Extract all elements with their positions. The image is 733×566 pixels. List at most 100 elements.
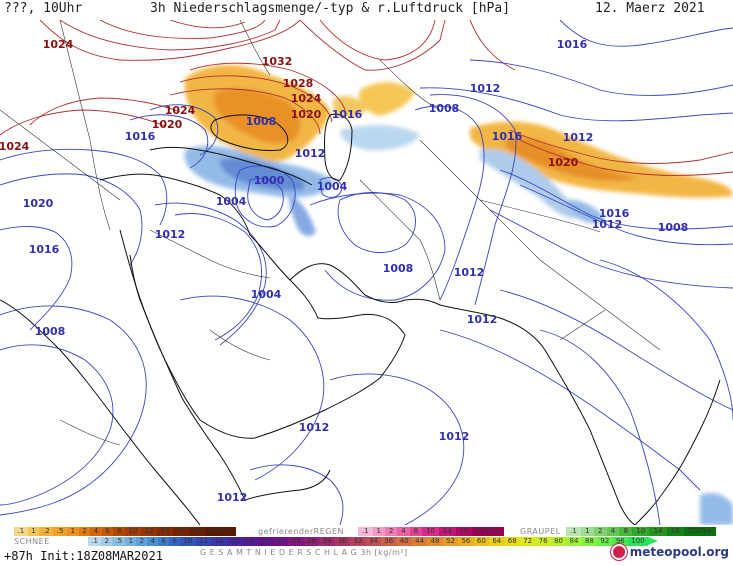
legend-swatch: 18: [242, 537, 258, 546]
isobar-label: 1012: [592, 218, 623, 231]
isobar-labels: 1024103210281024102410201020102410161008…: [0, 38, 688, 504]
isobar-label: 1024: [0, 140, 30, 153]
rain-area-mediterranean-core: [219, 157, 305, 191]
legend-swatch: 28: [319, 537, 335, 546]
isobars: [0, 20, 733, 525]
legend-swatch: 1: [581, 527, 594, 536]
legend-swatch: 18: [189, 527, 206, 536]
legend-swatch: 1: [67, 527, 79, 536]
legend-swatch: 12: [141, 527, 158, 536]
legend-swatch: 2: [101, 537, 113, 546]
legend-swatch: 16: [455, 527, 473, 536]
legend-swatch: 2: [593, 527, 607, 536]
isobar-label: 1020: [23, 197, 54, 210]
legend-swatch: 14: [649, 527, 667, 536]
isobar-label: 1012: [563, 131, 594, 144]
legend-swatch: 26: [303, 537, 320, 546]
location-time: ???, 10Uhr: [4, 1, 83, 16]
legend-swatch: 24: [288, 537, 304, 546]
snow-area-north: [358, 81, 415, 116]
legend-swatch: 56: [458, 537, 474, 546]
legend-swatch: 36: [381, 537, 397, 546]
isobar-label: 1028: [283, 77, 314, 90]
isobar-label: 1016: [332, 108, 363, 121]
legend-swatch: 2: [78, 527, 91, 536]
isobar-label: 1012: [470, 82, 501, 95]
isobar-label: 1016: [557, 38, 588, 51]
isobar-label: 1004: [317, 180, 348, 193]
map-title: 3h Niederschlagsmenge/-typ & r.Luftdruck…: [150, 1, 511, 16]
legend-swatch: 14: [211, 537, 227, 546]
isobar-label: 1020: [548, 156, 579, 169]
total-precipitation-scale-bar: .1 2.5 1 2 4 6 8 10 12 14 16 18 20 22 24 26 28 30 32 34 36 40…: [88, 537, 648, 546]
legend-swatch: 44: [411, 537, 428, 546]
isobar-label: 1008: [429, 102, 460, 115]
legend-swatch: 60: [473, 537, 490, 546]
legend-swatch: 8: [619, 527, 633, 536]
isobar-label: 1020: [152, 118, 183, 131]
legend-swatch: .1: [358, 527, 373, 536]
precipitation-legend: .1 1.2.5 1 2 4 6 8 10 12 14 16 18 2025+ SCHNEE gefri…: [0, 525, 733, 566]
legend-swatch: .1: [88, 537, 102, 546]
isobar-label: 1008: [383, 262, 414, 275]
legend-swatch: 1: [125, 537, 137, 546]
isobar-label: 1020: [291, 108, 322, 121]
isobar-label: 1012: [217, 491, 248, 504]
isobar-label: 1012: [467, 313, 498, 326]
legend-swatch: 84: [566, 537, 582, 546]
legend-swatch: 92: [597, 537, 613, 546]
freezing-rain-scale-bar: .1 1 2 4 8 10 14 16 2025+: [358, 527, 505, 536]
isobar-label: 1012: [155, 228, 186, 241]
forecast-init-info: +87h Init:18Z08MAR2021: [4, 549, 163, 563]
legend-swatch: 10: [632, 527, 650, 536]
rain-area-caspian-south: [340, 125, 420, 151]
scale-arrow-icon: [648, 537, 658, 545]
isobar-label: 1004: [216, 195, 247, 208]
legend-swatch: 68: [504, 537, 520, 546]
legend-swatch: 8: [113, 527, 125, 536]
isobar-label: 1008: [35, 325, 66, 338]
legend-swatch: .2: [39, 527, 54, 536]
isobar-label: 1008: [658, 221, 689, 234]
isobar-label: 1016: [29, 243, 60, 256]
legend-swatch: 6: [158, 537, 170, 546]
legend-swatch: 48: [427, 537, 443, 546]
isobar-label: 1012: [439, 430, 470, 443]
legend-swatch: 30: [334, 537, 351, 546]
isobar-label: 1000: [254, 174, 285, 187]
legend-swatch: 14: [157, 527, 174, 536]
isobar-label: 1016: [599, 207, 630, 220]
legend-swatch: 40: [396, 537, 412, 546]
logo-text: meteopool.org: [629, 545, 729, 559]
legend-swatch: 14: [438, 527, 456, 536]
legend-swatch: 64: [489, 537, 505, 546]
legend-swatch: 22: [272, 537, 289, 546]
graupel-legend-label: GRAUPEL: [520, 527, 561, 536]
legend-swatch: 4: [606, 527, 620, 536]
legend-swatch: 8: [169, 537, 181, 546]
legend-swatch: 10: [125, 527, 142, 536]
legend-swatch: 34: [365, 537, 381, 546]
meteopool-ball-icon: [610, 544, 627, 560]
meteopool-logo: meteopool.org: [610, 544, 729, 560]
legend-swatch: .1: [14, 527, 28, 536]
map-header: ???, 10Uhr 3h Niederschlagsmenge/-typ & …: [0, 0, 733, 20]
legend-swatch: 8: [409, 527, 423, 536]
legend-swatch: 88: [581, 537, 598, 546]
legend-swatch: 4: [397, 527, 410, 536]
precipitation-areas: [184, 64, 733, 525]
legend-swatch: 16: [666, 527, 684, 536]
legend-swatch: 10: [180, 537, 196, 546]
isobar-label: 1024: [43, 38, 74, 51]
legend-swatch: 6: [101, 527, 114, 536]
isobar-label: 1012: [454, 266, 485, 279]
legend-swatch: 1: [27, 527, 40, 536]
legend-swatch: .5: [112, 537, 126, 546]
legend-swatch: 32: [350, 537, 366, 546]
isobar-label: 1032: [262, 55, 293, 68]
legend-swatch: 2025+: [683, 527, 716, 536]
freezing-rain-legend-label: gefrierenderREGEN: [258, 527, 344, 536]
legend-swatch: 2025+: [205, 527, 237, 536]
graupel-scale-bar: .1 1 2 4 8 10 14 16 2025+: [566, 527, 716, 536]
coastlines: [0, 20, 721, 525]
